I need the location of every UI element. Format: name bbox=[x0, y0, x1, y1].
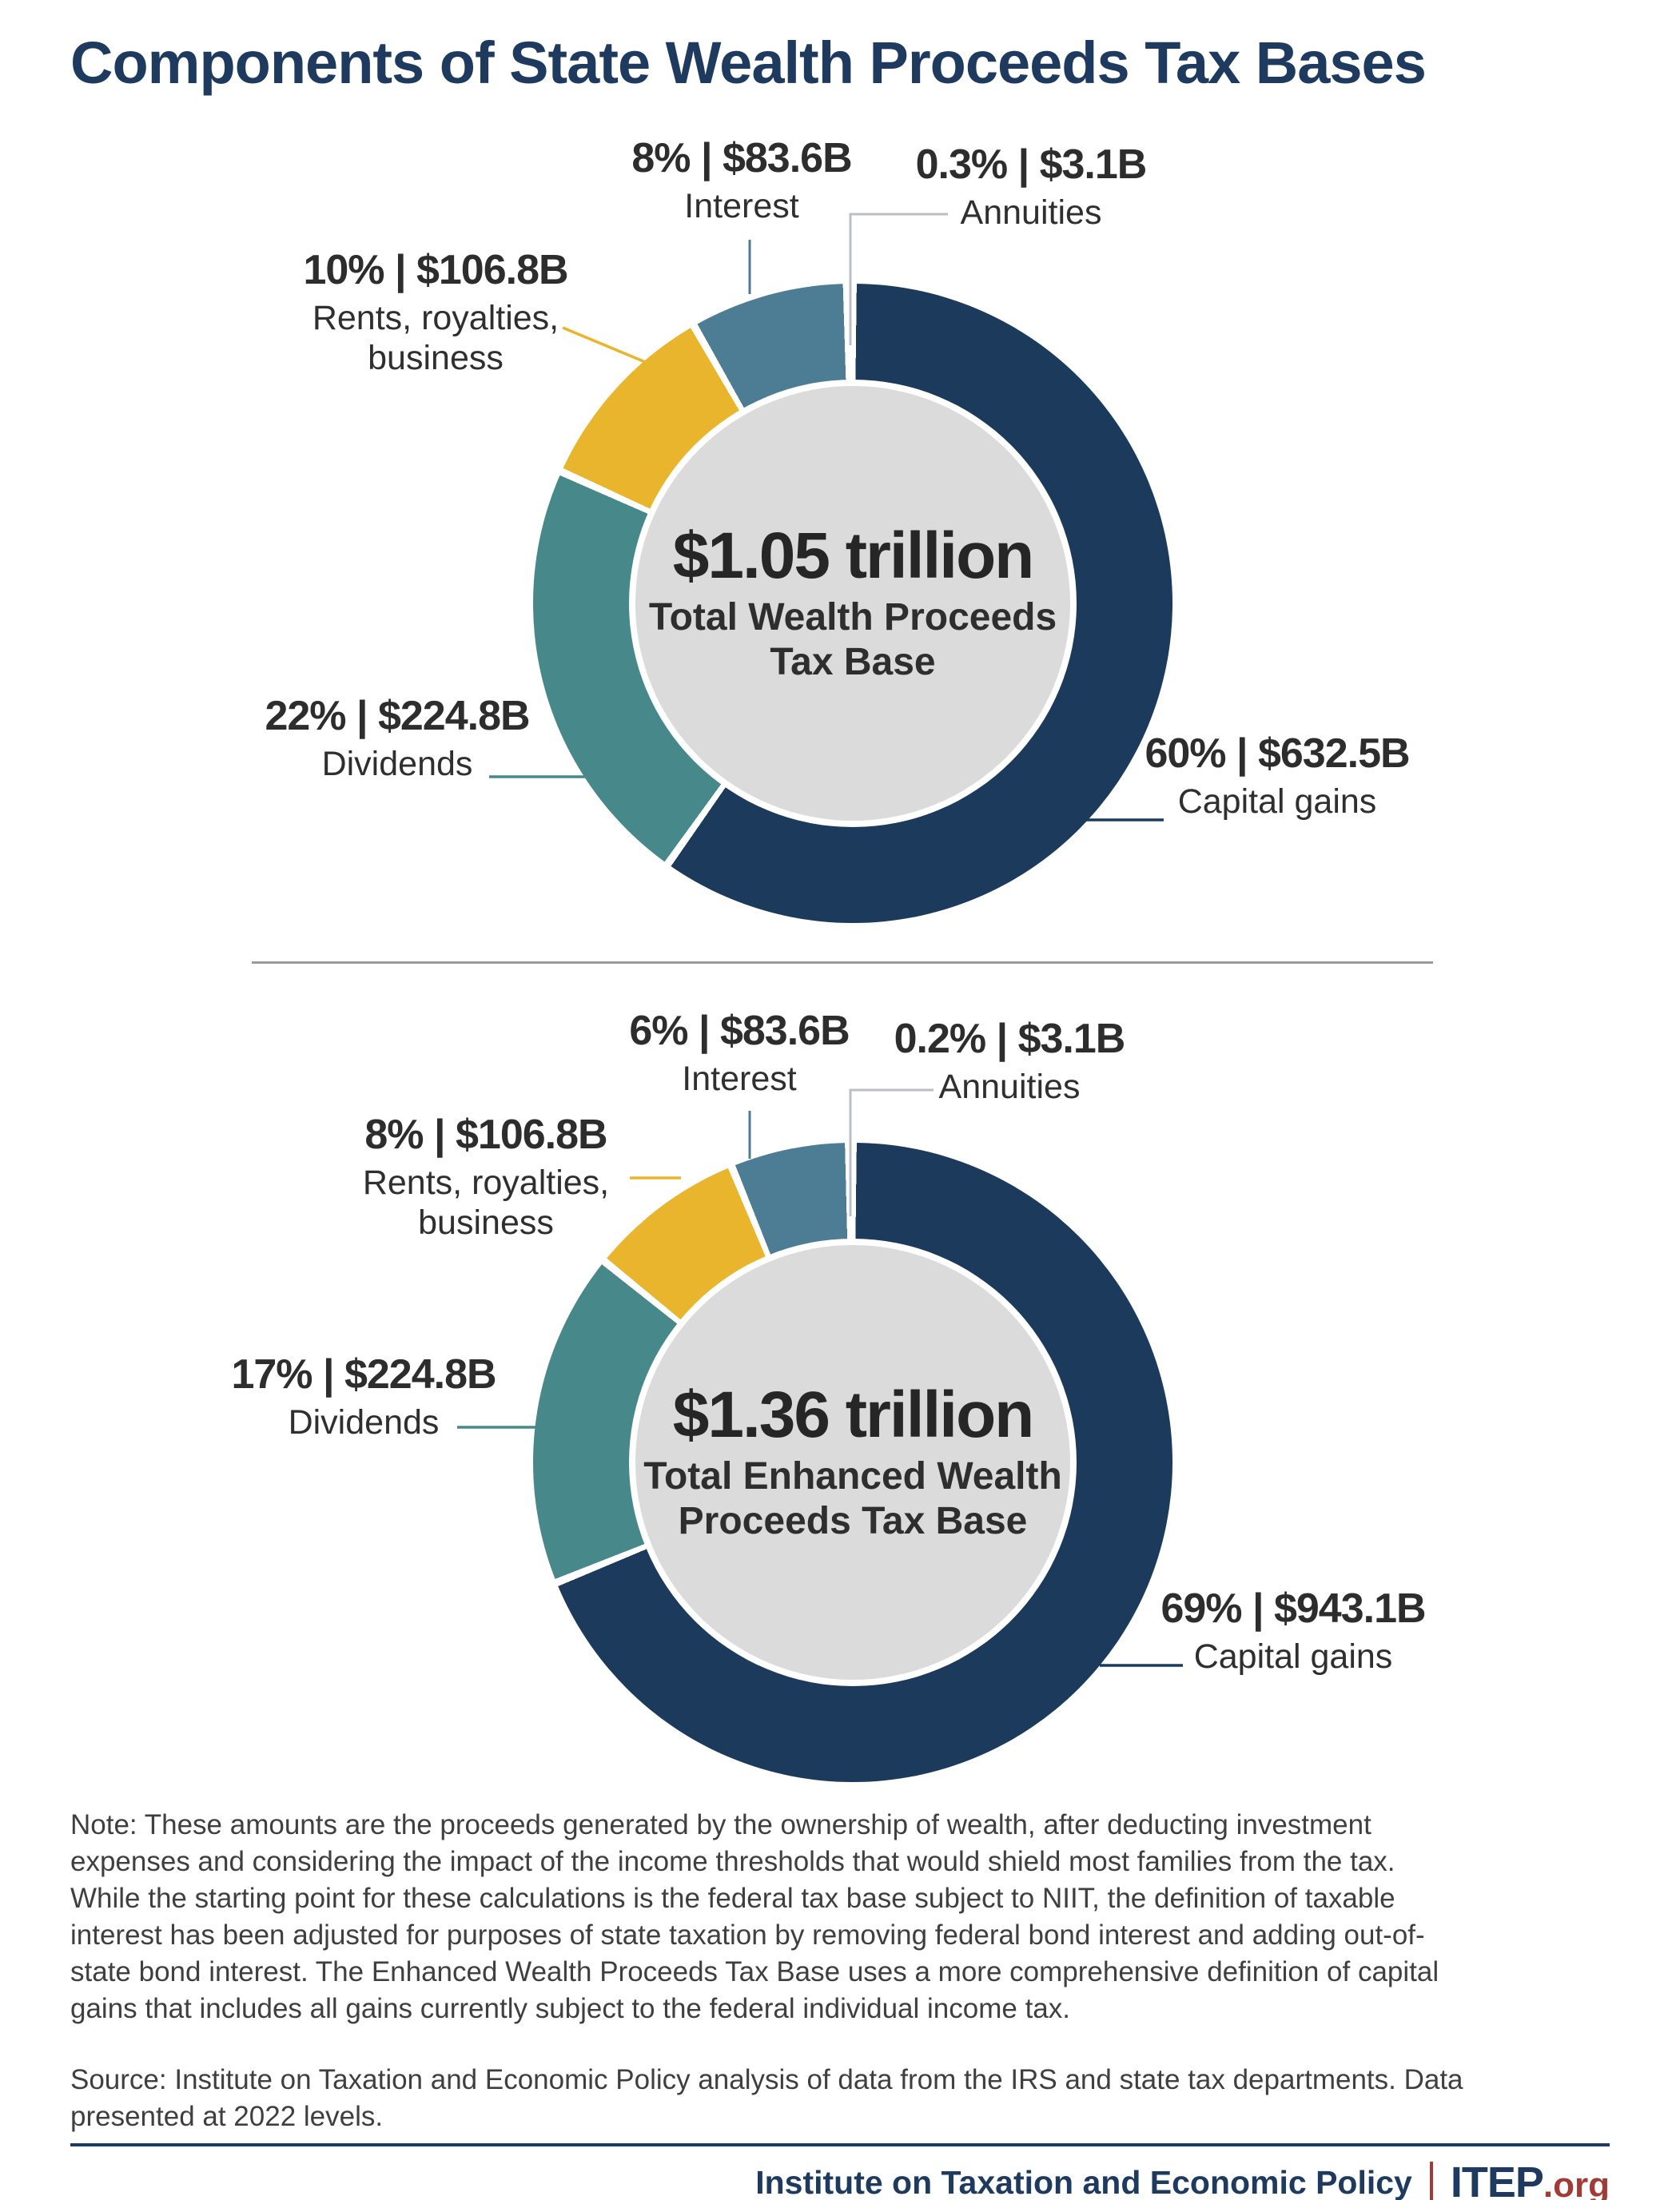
percent-label: 69% | $943.1B bbox=[1160, 1585, 1426, 1632]
page-title: Components of State Wealth Proceeds Tax … bbox=[70, 30, 1427, 96]
category-label: business bbox=[368, 339, 504, 378]
category-label: Annuities bbox=[960, 193, 1102, 233]
category-label: Dividends bbox=[321, 745, 473, 784]
percent-label: 22% | $224.8B bbox=[265, 693, 530, 739]
callout-capital-gains-1: 60% | $632.5B Capital gains bbox=[1109, 731, 1445, 822]
donut-center-1: $1.05 trillion Total Wealth Proceeds Tax… bbox=[635, 386, 1070, 821]
callout-interest-2: 6% | $83.6B Interest bbox=[571, 1008, 907, 1100]
footer-rule bbox=[70, 2143, 1610, 2146]
percent-label: 8% | $83.6B bbox=[631, 135, 852, 181]
percent-label: 17% | $224.8B bbox=[231, 1351, 496, 1398]
callout-annuities-1: 0.3% | $3.1B Annuities bbox=[863, 142, 1199, 233]
donut-center-2: $1.36 trillion Total Enhanced Wealth Pro… bbox=[635, 1245, 1070, 1680]
category-label: Rents, royalties, bbox=[362, 1164, 610, 1203]
total-label-1-line2: Tax Base bbox=[770, 641, 936, 684]
callout-dividends-2: 17% | $224.8B Dividends bbox=[196, 1352, 531, 1443]
itep-logo: ITEP .org bbox=[1451, 2158, 1610, 2200]
percent-label: 60% | $632.5B bbox=[1145, 730, 1410, 777]
callout-dividends-1: 22% | $224.8B Dividends bbox=[229, 694, 565, 785]
total-value-2: $1.36 trillion bbox=[672, 1378, 1035, 1452]
callout-capital-gains-2: 69% | $943.1B Capital gains bbox=[1125, 1586, 1461, 1677]
callout-interest-1: 8% | $83.6B Interest bbox=[574, 136, 910, 227]
footer-org-name: Institute on Taxation and Economic Polic… bbox=[755, 2163, 1412, 2200]
total-label-1-line1: Total Wealth Proceeds bbox=[648, 596, 1057, 639]
itep-org-suffix: .org bbox=[1543, 2166, 1610, 2200]
percent-label: 0.2% | $3.1B bbox=[894, 1016, 1126, 1062]
total-value-1: $1.05 trillion bbox=[672, 519, 1035, 593]
category-label: Interest bbox=[684, 187, 799, 226]
itep-wordmark: ITEP bbox=[1450, 2158, 1544, 2200]
category-label: Rents, royalties, bbox=[312, 299, 559, 338]
footer-separator bbox=[1429, 2162, 1433, 2200]
total-label-2-line1: Total Enhanced Wealth bbox=[643, 1455, 1062, 1498]
callout-rents-2: 8% | $106.8B Rents, royalties, business bbox=[318, 1112, 654, 1243]
percent-label: 0.3% | $3.1B bbox=[915, 141, 1148, 188]
percent-label: 10% | $106.8B bbox=[303, 247, 568, 293]
source-text: Source: Institute on Taxation and Econom… bbox=[70, 2064, 1463, 2132]
callout-annuities-2: 0.2% | $3.1B Annuities bbox=[842, 1016, 1177, 1108]
category-label: Interest bbox=[682, 1060, 797, 1099]
section-divider bbox=[252, 961, 1433, 964]
percent-label: 6% | $83.6B bbox=[629, 1008, 850, 1054]
callout-rents-1: 10% | $106.8B Rents, royalties, business bbox=[268, 248, 603, 379]
total-label-2-line2: Proceeds Tax Base bbox=[678, 1500, 1028, 1543]
percent-label: 8% | $106.8B bbox=[364, 1112, 607, 1158]
category-label: Capital gains bbox=[1193, 1637, 1393, 1677]
category-label: business bbox=[418, 1203, 554, 1243]
footer: Institute on Taxation and Economic Polic… bbox=[755, 2158, 1610, 2200]
category-label: Dividends bbox=[288, 1403, 440, 1442]
category-label: Capital gains bbox=[1177, 782, 1377, 822]
note-text: Note: These amounts are the proceeds gen… bbox=[70, 1809, 1439, 2024]
category-label: Annuities bbox=[938, 1068, 1081, 1107]
